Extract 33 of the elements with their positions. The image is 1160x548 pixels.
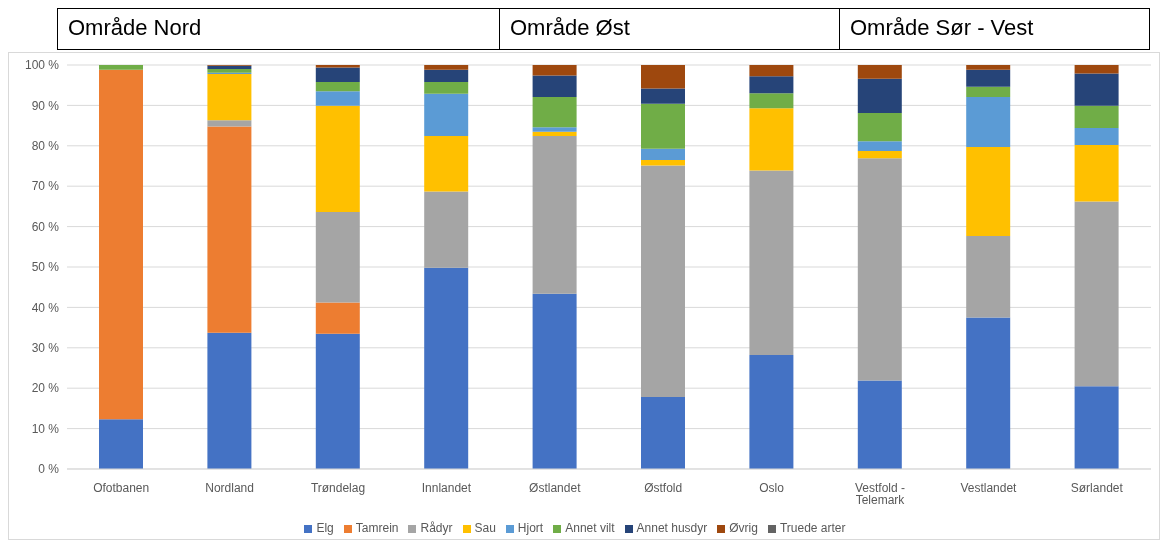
x-tick-label: Trøndelag xyxy=(310,480,366,495)
text: Område Nord xyxy=(57,8,500,50)
y-tick-label: 100 % xyxy=(24,58,60,73)
legend-label: Truede arter xyxy=(779,521,846,535)
y-tick-label: 60 % xyxy=(31,219,60,234)
y-tick-label: 80 % xyxy=(31,139,60,154)
x-tick-label: Oslo xyxy=(759,480,785,495)
text: Område Sør - Vest xyxy=(840,8,1150,50)
y-tick-label: 40 % xyxy=(31,300,60,315)
y-tick-label: 20 % xyxy=(31,381,60,396)
x-tick-label: Østfold xyxy=(644,480,683,495)
y-tick-label: 10 % xyxy=(31,421,60,436)
legend-label: Rådyr xyxy=(420,521,453,535)
legend-label: Sau xyxy=(474,521,496,535)
legend-label: Elg xyxy=(316,521,334,535)
x-tick-label: Vestfold - Telemark xyxy=(854,480,906,507)
x-tick-label: Vestlandet xyxy=(960,480,1018,495)
legend-label: Hjort xyxy=(517,521,544,535)
text: Område Øst xyxy=(500,8,840,50)
y-tick-label: 90 % xyxy=(31,98,60,113)
x-tick-label: Innlandet xyxy=(421,480,472,495)
x-tick-label: Sørlandet xyxy=(1070,480,1124,495)
y-tick-label: 0 % xyxy=(38,462,60,477)
x-tick-label: Østlandet xyxy=(529,480,582,495)
legend-label: Annet husdyr xyxy=(636,521,708,535)
y-tick-label: 30 % xyxy=(31,341,60,356)
x-tick-label: Ofotbanen xyxy=(93,480,150,495)
legend-label: Øvrig xyxy=(729,521,758,535)
x-tick-label: Nordland xyxy=(205,480,254,495)
y-tick-label: 50 % xyxy=(31,260,60,275)
legend-label: Annet vilt xyxy=(565,521,615,535)
y-tick-label: 70 % xyxy=(31,179,60,194)
legend-label: Tamrein xyxy=(355,521,399,535)
